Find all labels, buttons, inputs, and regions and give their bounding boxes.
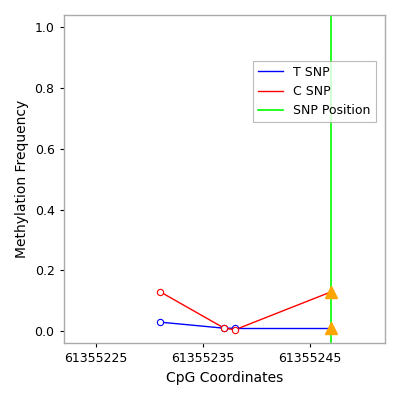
Legend: T SNP, C SNP, SNP Position: T SNP, C SNP, SNP Position xyxy=(253,61,376,122)
Y-axis label: Methylation Frequency: Methylation Frequency xyxy=(15,100,29,258)
X-axis label: CpG Coordinates: CpG Coordinates xyxy=(166,371,283,385)
